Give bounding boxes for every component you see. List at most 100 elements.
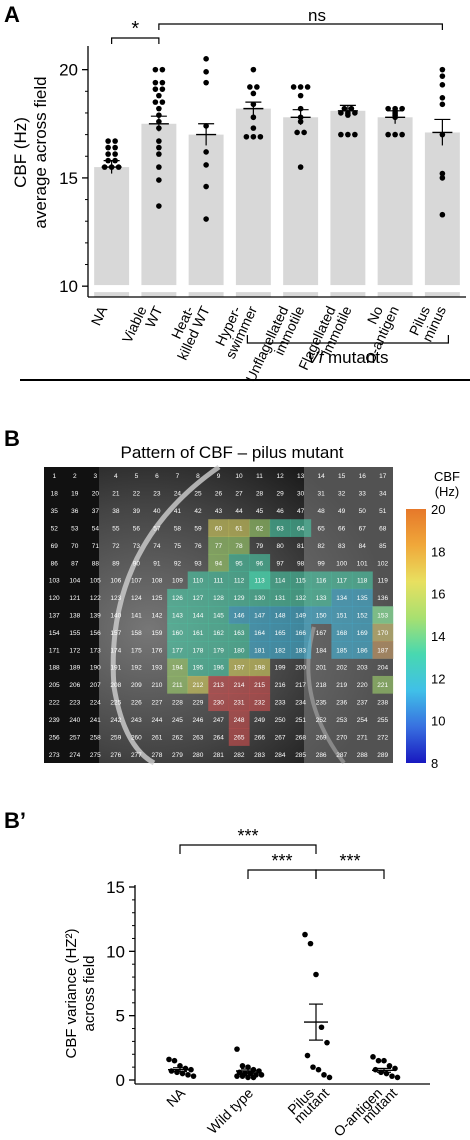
significance-bracket (315, 869, 385, 879)
colorbar-tick-label: 16 (431, 587, 445, 602)
heatmap-cell (249, 519, 271, 537)
data-point (315, 1066, 322, 1073)
grid-cell-number: 81 (297, 543, 305, 550)
grid-cell-number: 251 (295, 717, 306, 724)
grid-cell-number: 181 (254, 647, 265, 654)
grid-cell-number: 260 (131, 734, 142, 741)
grid-cell-number: 257 (69, 734, 80, 741)
grid-cell-number: 288 (357, 752, 368, 759)
grid-cell-number: 137 (49, 613, 60, 620)
grid-cell-number: 99 (318, 560, 326, 567)
data-point (341, 105, 348, 112)
y-axis-label: across field (81, 956, 98, 1032)
grid-cell-number: 154 (49, 630, 60, 637)
panel-b-letter: B (4, 426, 20, 451)
data-point (247, 84, 253, 90)
grid-cell-number: 48 (318, 508, 326, 515)
heatmap-cell (249, 571, 271, 590)
bar (377, 117, 413, 297)
colorbar-tick-label: 14 (431, 629, 445, 644)
data-point (439, 95, 446, 101)
grid-cell-number: 120 (49, 595, 60, 602)
grid-cell-number: 68 (379, 525, 387, 532)
grid-cell-number: 70 (71, 543, 79, 550)
data-point (258, 1072, 265, 1078)
data-point (245, 1074, 251, 1081)
heatmap-cell (228, 693, 250, 712)
grid-cell-number: 219 (336, 682, 347, 689)
data-point (385, 105, 391, 112)
grid-cell-number: 275 (90, 752, 101, 759)
grid-cell-number: 101 (357, 560, 368, 567)
grid-cell-number: 175 (131, 647, 142, 654)
grid-cell-number: 161 (193, 630, 204, 637)
heatmap-cell (372, 675, 394, 694)
grid-cell-number: 278 (151, 752, 162, 759)
grid-cell-number: 155 (69, 630, 80, 637)
data-point (152, 99, 159, 105)
grid-cell-number: 85 (379, 543, 387, 550)
data-point (250, 133, 257, 140)
data-point (326, 1074, 333, 1081)
grid-cell-number: 129 (234, 595, 245, 602)
data-point (301, 129, 307, 136)
group-label-rest: mutants (323, 348, 388, 367)
grid-cell-number: 269 (316, 734, 327, 741)
grid-cell-number: 112 (234, 578, 245, 585)
grid-cell-number: 222 (49, 700, 60, 707)
data-point (171, 1057, 178, 1064)
data-point (290, 84, 297, 90)
heatmap-cell (269, 606, 291, 625)
grid-cell-number: 174 (110, 647, 121, 654)
heatmap-cell (208, 675, 230, 694)
grid-cell-number: 59 (194, 525, 202, 532)
heatmap-cell (372, 641, 394, 659)
x-tick-label: No (364, 303, 386, 326)
grid-cell-number: 86 (51, 560, 59, 567)
grid-cell-number: 244 (151, 717, 162, 724)
grid-cell-number: 116 (316, 578, 327, 585)
grid-cell-number: 182 (275, 647, 286, 654)
data-point (156, 151, 162, 157)
data-point (156, 203, 162, 209)
grid-cell-number: 273 (49, 752, 60, 759)
data-point (112, 151, 118, 157)
grid-cell-number: 277 (131, 752, 142, 759)
data-point (439, 211, 446, 218)
grid-cell-number: 208 (110, 682, 121, 689)
heatmap-cell (372, 606, 394, 625)
grid-cell-number: 171 (49, 647, 60, 654)
grid-cell-number: 94 (215, 560, 223, 567)
grid-cell-number: 3 (94, 473, 98, 480)
grid-cell-number: 51 (379, 508, 387, 515)
grid-cell-number: 67 (359, 525, 367, 532)
heatmap-cell (249, 606, 271, 625)
heatmap-cell (208, 693, 230, 712)
grid-cell-number: 238 (377, 700, 388, 707)
grid-cell-number: 166 (295, 630, 306, 637)
heatmap-cell (228, 606, 250, 625)
data-point (439, 66, 446, 73)
panel-b2-scatter: 0 5 10 15 CBF variance (HZ²) across field *** *… (63, 826, 430, 1140)
grid-cell-number: 281 (213, 752, 224, 759)
grid-cell-number: 163 (234, 630, 245, 637)
data-point (156, 138, 162, 144)
colorbar-title: (Hz) (435, 484, 460, 499)
grid-cell-number: 15 (338, 473, 346, 480)
heatmap-cell (208, 641, 230, 659)
grid-cell-number: 235 (316, 700, 327, 707)
grid-cell-number: 89 (112, 560, 120, 567)
grid-cell-number: 11 (256, 473, 263, 480)
grid-cell-number: 282 (234, 752, 245, 759)
grid-cell-number: 63 (276, 525, 284, 532)
grid-cell-number: 27 (235, 491, 243, 498)
significance-bracket (111, 37, 160, 44)
data-point (159, 66, 166, 73)
data-point (190, 1073, 197, 1079)
data-point (297, 92, 304, 99)
heatmap-cell (290, 519, 312, 537)
heatmap-cell (249, 588, 271, 607)
data-point (352, 110, 358, 116)
data-point (250, 1074, 257, 1081)
grid-cell-number: 16 (359, 473, 367, 480)
